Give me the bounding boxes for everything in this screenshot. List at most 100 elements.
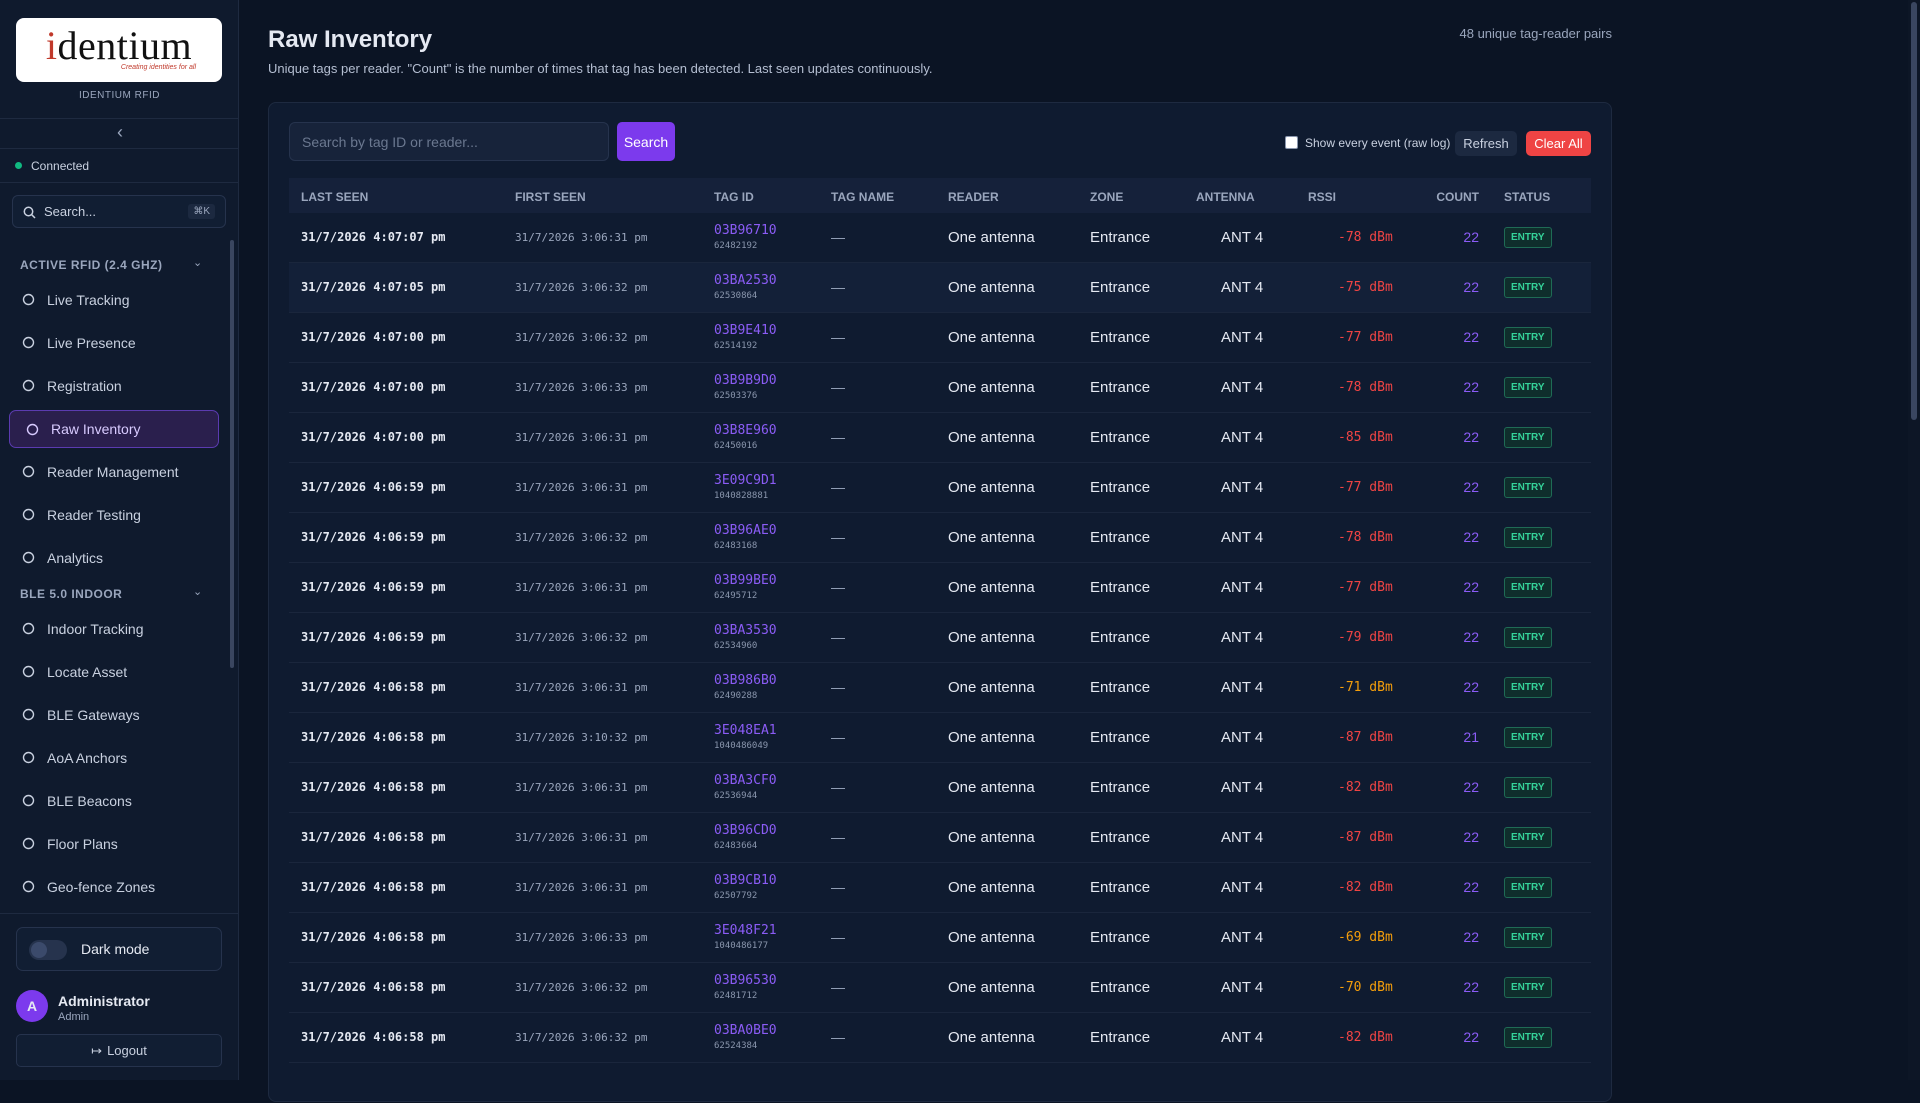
table-row[interactable]: 31/7/2026 4:06:59 pm 31/7/2026 3:06:32 pm… [289, 613, 1591, 663]
reader: One antenna [948, 429, 1035, 446]
zone: Entrance [1090, 329, 1151, 346]
table-row[interactable]: 31/7/2026 4:06:59 pm 31/7/2026 3:06:31 pm… [289, 563, 1591, 613]
nav-item[interactable]: Reader Management [9, 453, 219, 491]
last-seen: 31/7/2026 4:07:00 pm [301, 330, 446, 344]
avatar: A [16, 990, 48, 1022]
tag-id: 03BA0BE0 [714, 1023, 777, 1038]
inventory-card: Search by tag ID or reader... Search Sho… [268, 102, 1612, 1102]
antenna: ANT 4 [1221, 829, 1264, 846]
zone: Entrance [1090, 729, 1151, 746]
table-row[interactable]: 31/7/2026 4:07:00 pm 31/7/2026 3:06:32 pm… [289, 313, 1591, 363]
reader: One antenna [948, 379, 1035, 396]
nav-item[interactable]: Locate Asset [9, 653, 219, 691]
tag-name: — [831, 679, 845, 695]
tag-number: 62481712 [714, 991, 758, 1001]
refresh-button[interactable]: Refresh [1455, 131, 1517, 156]
logo: identium Creating identities for all [16, 18, 222, 82]
sidebar-search[interactable]: Search... ⌘K [12, 195, 226, 228]
clear-all-button[interactable]: Clear All [1526, 131, 1591, 156]
nav-item[interactable]: AoA Anchors [9, 739, 219, 777]
table-row[interactable]: 31/7/2026 4:07:00 pm 31/7/2026 3:06:31 pm… [289, 413, 1591, 463]
search-input[interactable]: Search by tag ID or reader... [289, 122, 609, 161]
reader: One antenna [948, 279, 1035, 296]
antenna: ANT 4 [1221, 529, 1264, 546]
first-seen: 31/7/2026 3:06:31 pm [515, 431, 648, 444]
nav-icon [22, 336, 35, 349]
nav-item[interactable]: Live Tracking [9, 281, 219, 319]
table-row[interactable]: 31/7/2026 4:06:58 pm 31/7/2026 3:06:31 pm… [289, 663, 1591, 713]
pair-count: 48 unique tag-reader pairs [1459, 26, 1613, 41]
logout-button[interactable]: ↦ Logout [16, 1034, 222, 1067]
section-chevron: ⌄ [193, 586, 203, 598]
last-seen: 31/7/2026 4:07:07 pm [301, 230, 446, 244]
theme-toggle[interactable]: Dark mode [16, 927, 222, 971]
table-row[interactable]: 31/7/2026 4:07:07 pm 31/7/2026 3:06:31 pm… [289, 213, 1591, 263]
nav-item[interactable]: Reader Testing [9, 496, 219, 534]
rssi: -78 dBm [1338, 230, 1393, 245]
shortcut: ⌘K [188, 204, 215, 219]
status-badge: ENTRY [1504, 577, 1552, 598]
table-row[interactable]: 31/7/2026 4:06:58 pm 31/7/2026 3:06:32 pm… [289, 963, 1591, 1013]
first-seen: 31/7/2026 3:06:31 pm [515, 231, 648, 244]
nav-item[interactable]: Indoor Tracking [9, 610, 219, 648]
antenna: ANT 4 [1221, 479, 1264, 496]
collapse-button[interactable]: ‹ [117, 122, 123, 142]
table-row[interactable]: 31/7/2026 4:06:59 pm 31/7/2026 3:06:32 pm… [289, 513, 1591, 563]
rssi: -71 dBm [1338, 680, 1393, 695]
table-row[interactable]: 31/7/2026 4:07:05 pm 31/7/2026 3:06:32 pm… [289, 263, 1591, 313]
last-seen: 31/7/2026 4:06:58 pm [301, 1030, 446, 1044]
zone: Entrance [1090, 829, 1151, 846]
nav-item[interactable]: BLE Beacons [9, 782, 219, 820]
nav-icon [22, 379, 35, 392]
nav-item[interactable]: BLE Gateways [9, 696, 219, 734]
table-row[interactable]: 31/7/2026 4:07:00 pm 31/7/2026 3:06:33 pm… [289, 363, 1591, 413]
antenna: ANT 4 [1221, 729, 1264, 746]
nav-item[interactable]: Analytics [9, 539, 219, 577]
table-row[interactable]: 31/7/2026 4:06:58 pm 31/7/2026 3:06:31 pm… [289, 813, 1591, 863]
tag-name: — [831, 979, 845, 995]
reader: One antenna [948, 629, 1035, 646]
tag-number: 62507792 [714, 891, 758, 901]
last-seen: 31/7/2026 4:06:59 pm [301, 480, 446, 494]
tag-id: 03B9E410 [714, 323, 777, 338]
status-dot [15, 162, 22, 169]
table-row[interactable]: 31/7/2026 4:06:59 pm 31/7/2026 3:06:31 pm… [289, 463, 1591, 513]
antenna: ANT 4 [1221, 579, 1264, 596]
last-seen: 31/7/2026 4:06:58 pm [301, 980, 446, 994]
tag-number: 62483168 [714, 541, 758, 551]
table-row[interactable]: 31/7/2026 4:06:58 pm 31/7/2026 3:06:31 pm… [289, 763, 1591, 813]
table-row[interactable]: 31/7/2026 4:06:58 pm 31/7/2026 3:06:33 pm… [289, 913, 1591, 963]
nav-item[interactable]: Geo-fence Zones [9, 868, 219, 906]
tag-id: 3E048EA1 [714, 723, 777, 738]
nav-item[interactable]: Raw Inventory [9, 410, 219, 448]
last-seen: 31/7/2026 4:06:58 pm [301, 930, 446, 944]
count: 22 [1463, 629, 1479, 645]
status-badge: ENTRY [1504, 777, 1552, 798]
count: 22 [1463, 779, 1479, 795]
zone: Entrance [1090, 979, 1151, 996]
antenna: ANT 4 [1221, 329, 1264, 346]
section-chevron: ⌄ [193, 257, 203, 269]
nav-item[interactable]: Registration [9, 367, 219, 405]
tag-number: 62490288 [714, 691, 758, 701]
table-row[interactable]: 31/7/2026 4:06:58 pm 31/7/2026 3:06:32 pm… [289, 1013, 1591, 1063]
nav-icon [22, 551, 35, 564]
tag-name: — [831, 479, 845, 495]
count: 22 [1463, 429, 1479, 445]
inventory-table: LAST SEEN FIRST SEEN TAG ID TAG NAME READER Z… [289, 178, 1591, 1103]
nav-item[interactable]: Live Presence [9, 324, 219, 362]
table-row[interactable]: 31/7/2026 4:06:58 pm 31/7/2026 3:06:31 pm… [289, 863, 1591, 913]
search-button[interactable]: Search [617, 122, 675, 161]
tag-id: 03B96530 [714, 973, 777, 988]
last-seen: 31/7/2026 4:06:58 pm [301, 680, 446, 694]
rssi: -87 dBm [1338, 730, 1393, 745]
table-row[interactable]: 31/7/2026 4:06:58 pm 31/7/2026 3:10:32 pm… [289, 713, 1591, 763]
status-badge: ENTRY [1504, 427, 1552, 448]
antenna: ANT 4 [1221, 979, 1264, 996]
nav-item[interactable]: Floor Plans [9, 825, 219, 863]
search-placeholder: Search... [44, 204, 97, 219]
raw-log-checkbox[interactable] [1285, 136, 1298, 149]
tag-name: — [831, 929, 845, 945]
table-header: LAST SEEN FIRST SEEN TAG ID TAG NAME READER Z… [289, 178, 1591, 213]
nav-label: Indoor Tracking [47, 621, 144, 637]
